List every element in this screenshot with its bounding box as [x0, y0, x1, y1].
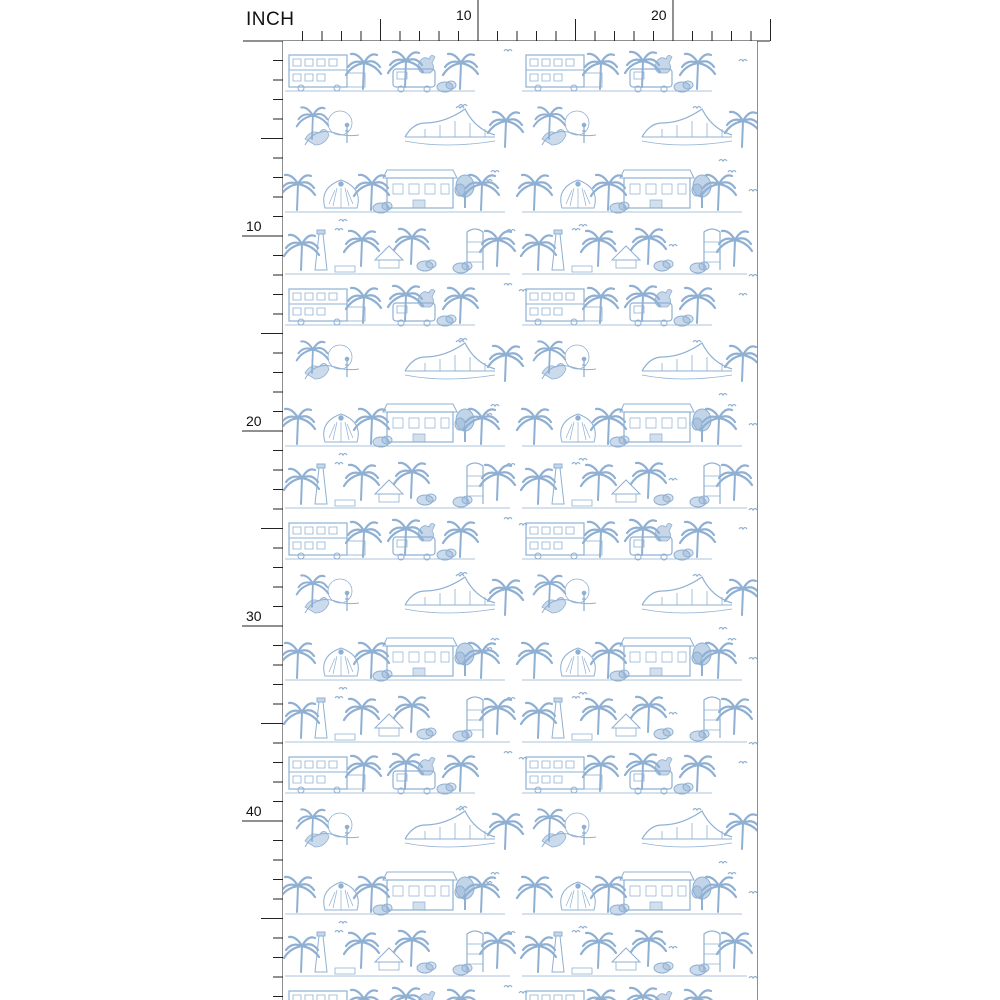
seagull-icon	[458, 337, 468, 341]
unit-label: INCH	[246, 9, 295, 30]
seagull-icon	[748, 273, 757, 277]
seagull-icon	[668, 711, 678, 715]
seagull-icon	[748, 890, 757, 894]
seagull-icon	[578, 691, 588, 695]
seagull-icon	[578, 925, 588, 929]
seagull-icon	[458, 103, 468, 107]
toile-motif-sunset	[534, 341, 757, 382]
toile-motif-lighthouse	[521, 463, 752, 509]
toile-motif-lighthouse	[521, 229, 752, 275]
seagull-icon	[718, 626, 728, 630]
seagull-icon	[718, 392, 728, 396]
toile-motif-sunset	[534, 575, 757, 616]
seagull-icon	[738, 292, 748, 296]
seagull-icon	[503, 516, 513, 520]
seagull-icon	[503, 282, 513, 286]
toile-motif-sunset	[297, 341, 523, 382]
seagull-icon	[748, 422, 757, 426]
toile-motif-sunset	[534, 809, 757, 850]
seagull-icon	[668, 477, 678, 481]
seagull-icon	[503, 984, 513, 988]
toile-motif-double	[522, 988, 715, 1000]
seagull-icon	[503, 750, 513, 754]
toile-motif-lighthouse	[284, 931, 515, 977]
seagull-icon	[738, 526, 748, 530]
toile-motif-peacock	[283, 404, 505, 447]
seagull-icon	[748, 188, 757, 192]
toile-pattern	[283, 48, 757, 1000]
toile-motif-peacock	[283, 638, 505, 681]
left-tick-label-30: 30	[246, 608, 262, 624]
toile-motif-lighthouse	[521, 931, 752, 977]
seagull-icon	[748, 741, 757, 745]
toile-motif-lighthouse	[284, 697, 515, 743]
seagull-icon	[578, 457, 588, 461]
toile-motif-peacock	[517, 170, 742, 213]
seagull-icon	[748, 975, 757, 979]
toile-motif-sunset	[534, 107, 757, 148]
toile-motif-double	[285, 286, 478, 326]
seagull-icon	[503, 48, 513, 52]
toile-motif-double	[285, 52, 478, 92]
seagull-icon	[718, 158, 728, 162]
seagull-icon	[718, 860, 728, 864]
toile-motif-sunset	[297, 809, 523, 850]
toile-motif-lighthouse	[284, 463, 515, 509]
toile-motif-peacock	[517, 404, 742, 447]
seagull-icon	[668, 243, 678, 247]
seagull-icon	[458, 805, 468, 809]
toile-motif-sunset	[297, 575, 523, 616]
toile-motif-double	[522, 754, 715, 794]
toile-motif-double	[285, 520, 478, 560]
toile-motif-peacock	[517, 638, 742, 681]
toile-motif-lighthouse	[521, 697, 752, 743]
seagull-icon	[748, 656, 757, 660]
toile-motif-double	[285, 754, 478, 794]
left-tick-label-40: 40	[246, 803, 262, 819]
seagull-icon	[338, 920, 348, 924]
seagull-icon	[738, 58, 748, 62]
toile-motif-double	[522, 52, 715, 92]
toile-motif-peacock	[283, 872, 505, 915]
toile-motif-sunset	[297, 107, 523, 148]
top-tick-label-20: 20	[651, 7, 667, 23]
left-tick-label-20: 20	[246, 413, 262, 429]
seagull-icon	[578, 223, 588, 227]
seagull-icon	[338, 686, 348, 690]
seagull-icon	[748, 507, 757, 511]
seagull-icon	[738, 760, 748, 764]
fabric-swatch	[283, 41, 757, 1000]
left-tick-label-10: 10	[246, 218, 262, 234]
seagull-icon	[338, 218, 348, 222]
toile-motif-peacock	[517, 872, 742, 915]
seagull-icon	[338, 452, 348, 456]
top-tick-label-10: 10	[456, 7, 472, 23]
toile-motif-double	[522, 286, 715, 326]
seagull-icon	[668, 945, 678, 949]
toile-motif-lighthouse	[284, 229, 515, 275]
toile-motif-double	[285, 988, 478, 1000]
toile-motif-double	[522, 520, 715, 560]
toile-motif-peacock	[283, 170, 505, 213]
seagull-icon	[458, 571, 468, 575]
